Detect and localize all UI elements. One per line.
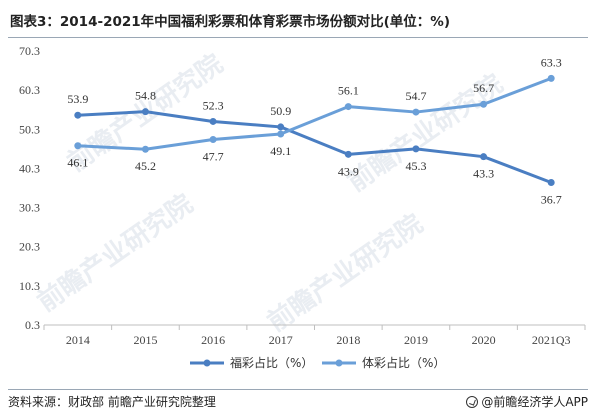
data-label: 45.2 — [135, 159, 156, 173]
x-tick-label: 2015 — [133, 333, 157, 347]
data-point — [209, 135, 217, 143]
y-tick-label: 70.3 — [19, 44, 40, 58]
x-tick-label: 2020 — [472, 333, 496, 347]
x-tick-label: 2014 — [66, 333, 90, 347]
series-line — [77, 110, 552, 184]
data-point — [344, 150, 352, 158]
brand-text: @前瞻经济学人APP — [481, 395, 588, 409]
y-tick-label: 10.3 — [19, 279, 40, 293]
data-point — [74, 142, 82, 150]
data-point — [277, 130, 285, 138]
data-label: 43.3 — [473, 167, 494, 181]
x-tick-label: 2021Q3 — [532, 333, 571, 347]
data-label: 52.3 — [203, 98, 224, 112]
data-label: 47.7 — [203, 149, 224, 163]
series-line — [77, 76, 552, 151]
x-tick-label: 2017 — [269, 333, 293, 347]
data-label: 46.1 — [67, 156, 88, 170]
data-label: 49.1 — [270, 144, 291, 158]
legend-marker — [203, 359, 211, 367]
data-point — [480, 100, 488, 108]
series-layer — [74, 74, 555, 187]
watermark-text: 前瞻产业研究院 — [32, 188, 199, 318]
source-note: 资料来源：财政部 前瞻产业研究院整理 — [8, 395, 216, 409]
chart-title: 图表3：2014-2021年中国福利彩票和体育彩票市场份额对比(单位：%) — [10, 14, 451, 30]
data-point — [74, 111, 82, 119]
data-point — [141, 108, 149, 116]
brand-logo-icon — [466, 395, 479, 408]
legend-marker — [335, 359, 343, 367]
data-label-layer: 53.9 54.8 52.3 50.9 43.9 45.3 43.3 36.7 46.1 45.2… — [67, 55, 561, 206]
x-tick-label: 2019 — [404, 333, 428, 347]
legend: 福彩占比（%） 体彩占比（%） — [190, 355, 445, 370]
top-divider — [8, 37, 588, 38]
data-label: 50.9 — [270, 104, 291, 118]
watermark-text: 前瞻产业研究院 — [262, 208, 429, 338]
data-label: 45.3 — [405, 159, 426, 173]
data-point — [344, 103, 352, 111]
bottom-divider — [8, 389, 588, 390]
data-label: 54.8 — [135, 89, 156, 103]
data-label: 56.1 — [338, 84, 359, 98]
x-tick-label: 2018 — [336, 333, 360, 347]
data-point — [141, 145, 149, 153]
x-tick-label: 2016 — [201, 333, 225, 347]
y-tick-label: 30.3 — [19, 201, 40, 215]
data-point — [412, 145, 420, 153]
y-tick-label: 40.3 — [19, 161, 40, 175]
data-point — [209, 117, 217, 125]
data-point — [277, 123, 285, 131]
data-label: 54.7 — [405, 89, 426, 103]
data-point — [547, 179, 555, 187]
brand-credit: @前瞻经济学人APP — [466, 393, 588, 410]
data-point — [412, 108, 420, 116]
data-point — [480, 153, 488, 161]
data-label: 63.3 — [541, 55, 562, 69]
y-tick-label: 50.3 — [19, 122, 40, 136]
axis-layer: 0.3 10.3 20.3 30.3 40.3 50.3 60.3 70.3 2014 2015 2… — [19, 44, 586, 347]
y-tick-label: 60.3 — [19, 83, 40, 97]
data-label: 36.7 — [541, 193, 562, 207]
legend-label: 体彩占比（%） — [362, 355, 445, 370]
y-tick-label: 0.3 — [25, 318, 40, 332]
data-label: 53.9 — [67, 92, 88, 106]
data-label: 43.9 — [338, 164, 359, 178]
data-point — [547, 74, 555, 82]
data-label: 56.7 — [473, 81, 494, 95]
y-tick-label: 20.3 — [19, 240, 40, 254]
legend-label: 福彩占比（%） — [230, 355, 313, 370]
